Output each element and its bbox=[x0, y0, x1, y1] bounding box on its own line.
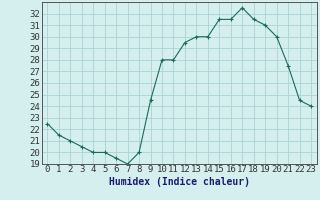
X-axis label: Humidex (Indice chaleur): Humidex (Indice chaleur) bbox=[109, 177, 250, 187]
